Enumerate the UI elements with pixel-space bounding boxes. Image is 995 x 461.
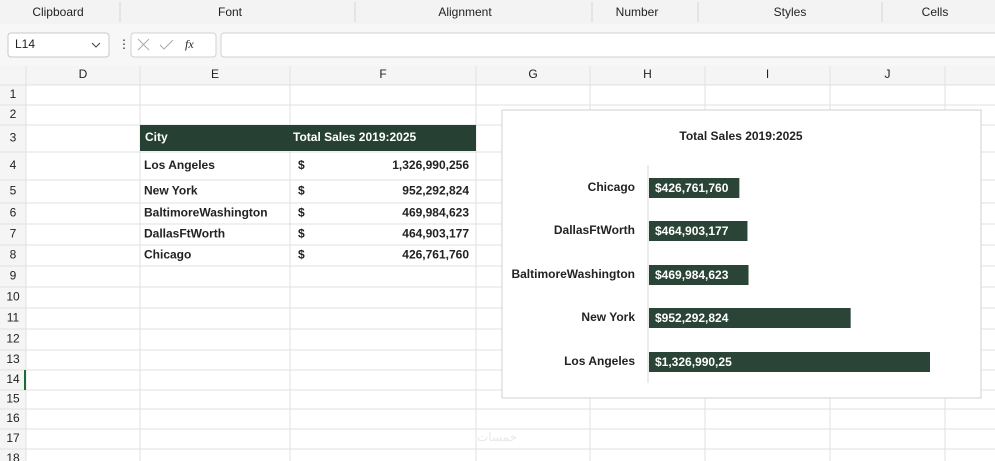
ribbon (0, 0, 995, 24)
city-cell: Los Angeles (144, 158, 215, 172)
currency-cell: $ (298, 248, 305, 262)
name-box-text: L14 (15, 37, 35, 51)
row-header: 11 (7, 311, 20, 325)
row-header: 10 (6, 290, 20, 304)
column-header: F (379, 67, 386, 81)
row-header: 16 (6, 411, 20, 425)
data-label: $426,761,760 (655, 181, 729, 195)
data-label: $464,903,177 (655, 224, 729, 238)
ribbon-group-label: Alignment (438, 5, 492, 19)
city-cell: Chicago (144, 248, 191, 262)
category-label: DallasFtWorth (554, 223, 635, 237)
formula-buttons (130, 32, 217, 58)
ribbon-group-label: Cells (922, 5, 949, 19)
sales-cell: 469,984,623 (402, 206, 469, 220)
bar (649, 221, 748, 241)
category-label: Chicago (588, 180, 635, 194)
ribbon-group-label: Styles (774, 5, 807, 19)
row-header: 14 (6, 372, 20, 386)
cancel-icon[interactable] (137, 38, 150, 51)
data-label: $469,984,623 (655, 268, 729, 282)
ribbon-group-label: Font (218, 5, 243, 19)
city-cell: New York (144, 184, 198, 198)
row-header: 12 (6, 332, 20, 346)
data-label: $1,326,990,25 (655, 355, 732, 369)
column-header: J (885, 67, 891, 81)
row-header: 8 (10, 248, 17, 262)
category-label: Los Angeles (564, 354, 635, 368)
bar (649, 265, 749, 285)
category-label: BaltimoreWashington (511, 267, 635, 281)
fx-icon[interactable]: fx (185, 37, 194, 51)
currency-cell: $ (298, 184, 305, 198)
column-header-bar (0, 66, 995, 85)
row-header: 4 (10, 158, 17, 172)
table-header-fill (140, 125, 476, 151)
row-header: 9 (10, 269, 17, 283)
row-header: 17 (6, 431, 20, 445)
more-icon: ⋮ (118, 37, 130, 51)
category-label: New York (581, 310, 635, 324)
row-header: 6 (10, 206, 17, 220)
chart-area[interactable] (501, 109, 982, 399)
column-header: E (211, 67, 219, 81)
sales-cell: 464,903,177 (402, 227, 469, 241)
currency-cell: $ (298, 206, 305, 220)
bar (649, 178, 740, 198)
sales-cell: 952,292,824 (402, 184, 469, 198)
watermark: خمسات (477, 430, 517, 444)
dropdown-icon[interactable] (91, 42, 101, 48)
column-header: H (643, 67, 652, 81)
row-header: 18 (6, 451, 20, 461)
ribbon-group-label: Clipboard (32, 5, 83, 19)
row-header: 7 (10, 227, 17, 241)
row-header: 2 (10, 107, 17, 121)
selected-row-marker (24, 370, 26, 390)
formula-bar[interactable] (220, 32, 995, 58)
row-header: 3 (10, 131, 17, 145)
data-label: $952,292,824 (655, 311, 729, 325)
sales-cell: 1,326,990,256 (392, 158, 469, 172)
ribbon-group-label: Number (616, 5, 659, 19)
row-header-bar (0, 85, 26, 461)
bar (649, 308, 851, 328)
enter-icon[interactable] (159, 39, 174, 50)
city-cell: DallasFtWorth (144, 227, 225, 241)
table-header: City (145, 130, 168, 144)
column-header: G (528, 67, 537, 81)
chart-title: Total Sales 2019:2025 (679, 129, 803, 143)
name-box[interactable] (7, 32, 110, 58)
row-header: 1 (10, 87, 17, 101)
row-header: 15 (6, 392, 20, 406)
currency-cell: $ (298, 158, 305, 172)
row-header: 13 (6, 352, 20, 366)
currency-cell: $ (298, 227, 305, 241)
row-header: 5 (10, 184, 17, 198)
sales-cell: 426,761,760 (402, 248, 469, 262)
city-cell: BaltimoreWashington (144, 206, 268, 220)
column-header: D (79, 67, 88, 81)
column-header: I (766, 67, 769, 81)
table-header: Total Sales 2019:2025 (293, 130, 417, 144)
bar (649, 352, 930, 372)
